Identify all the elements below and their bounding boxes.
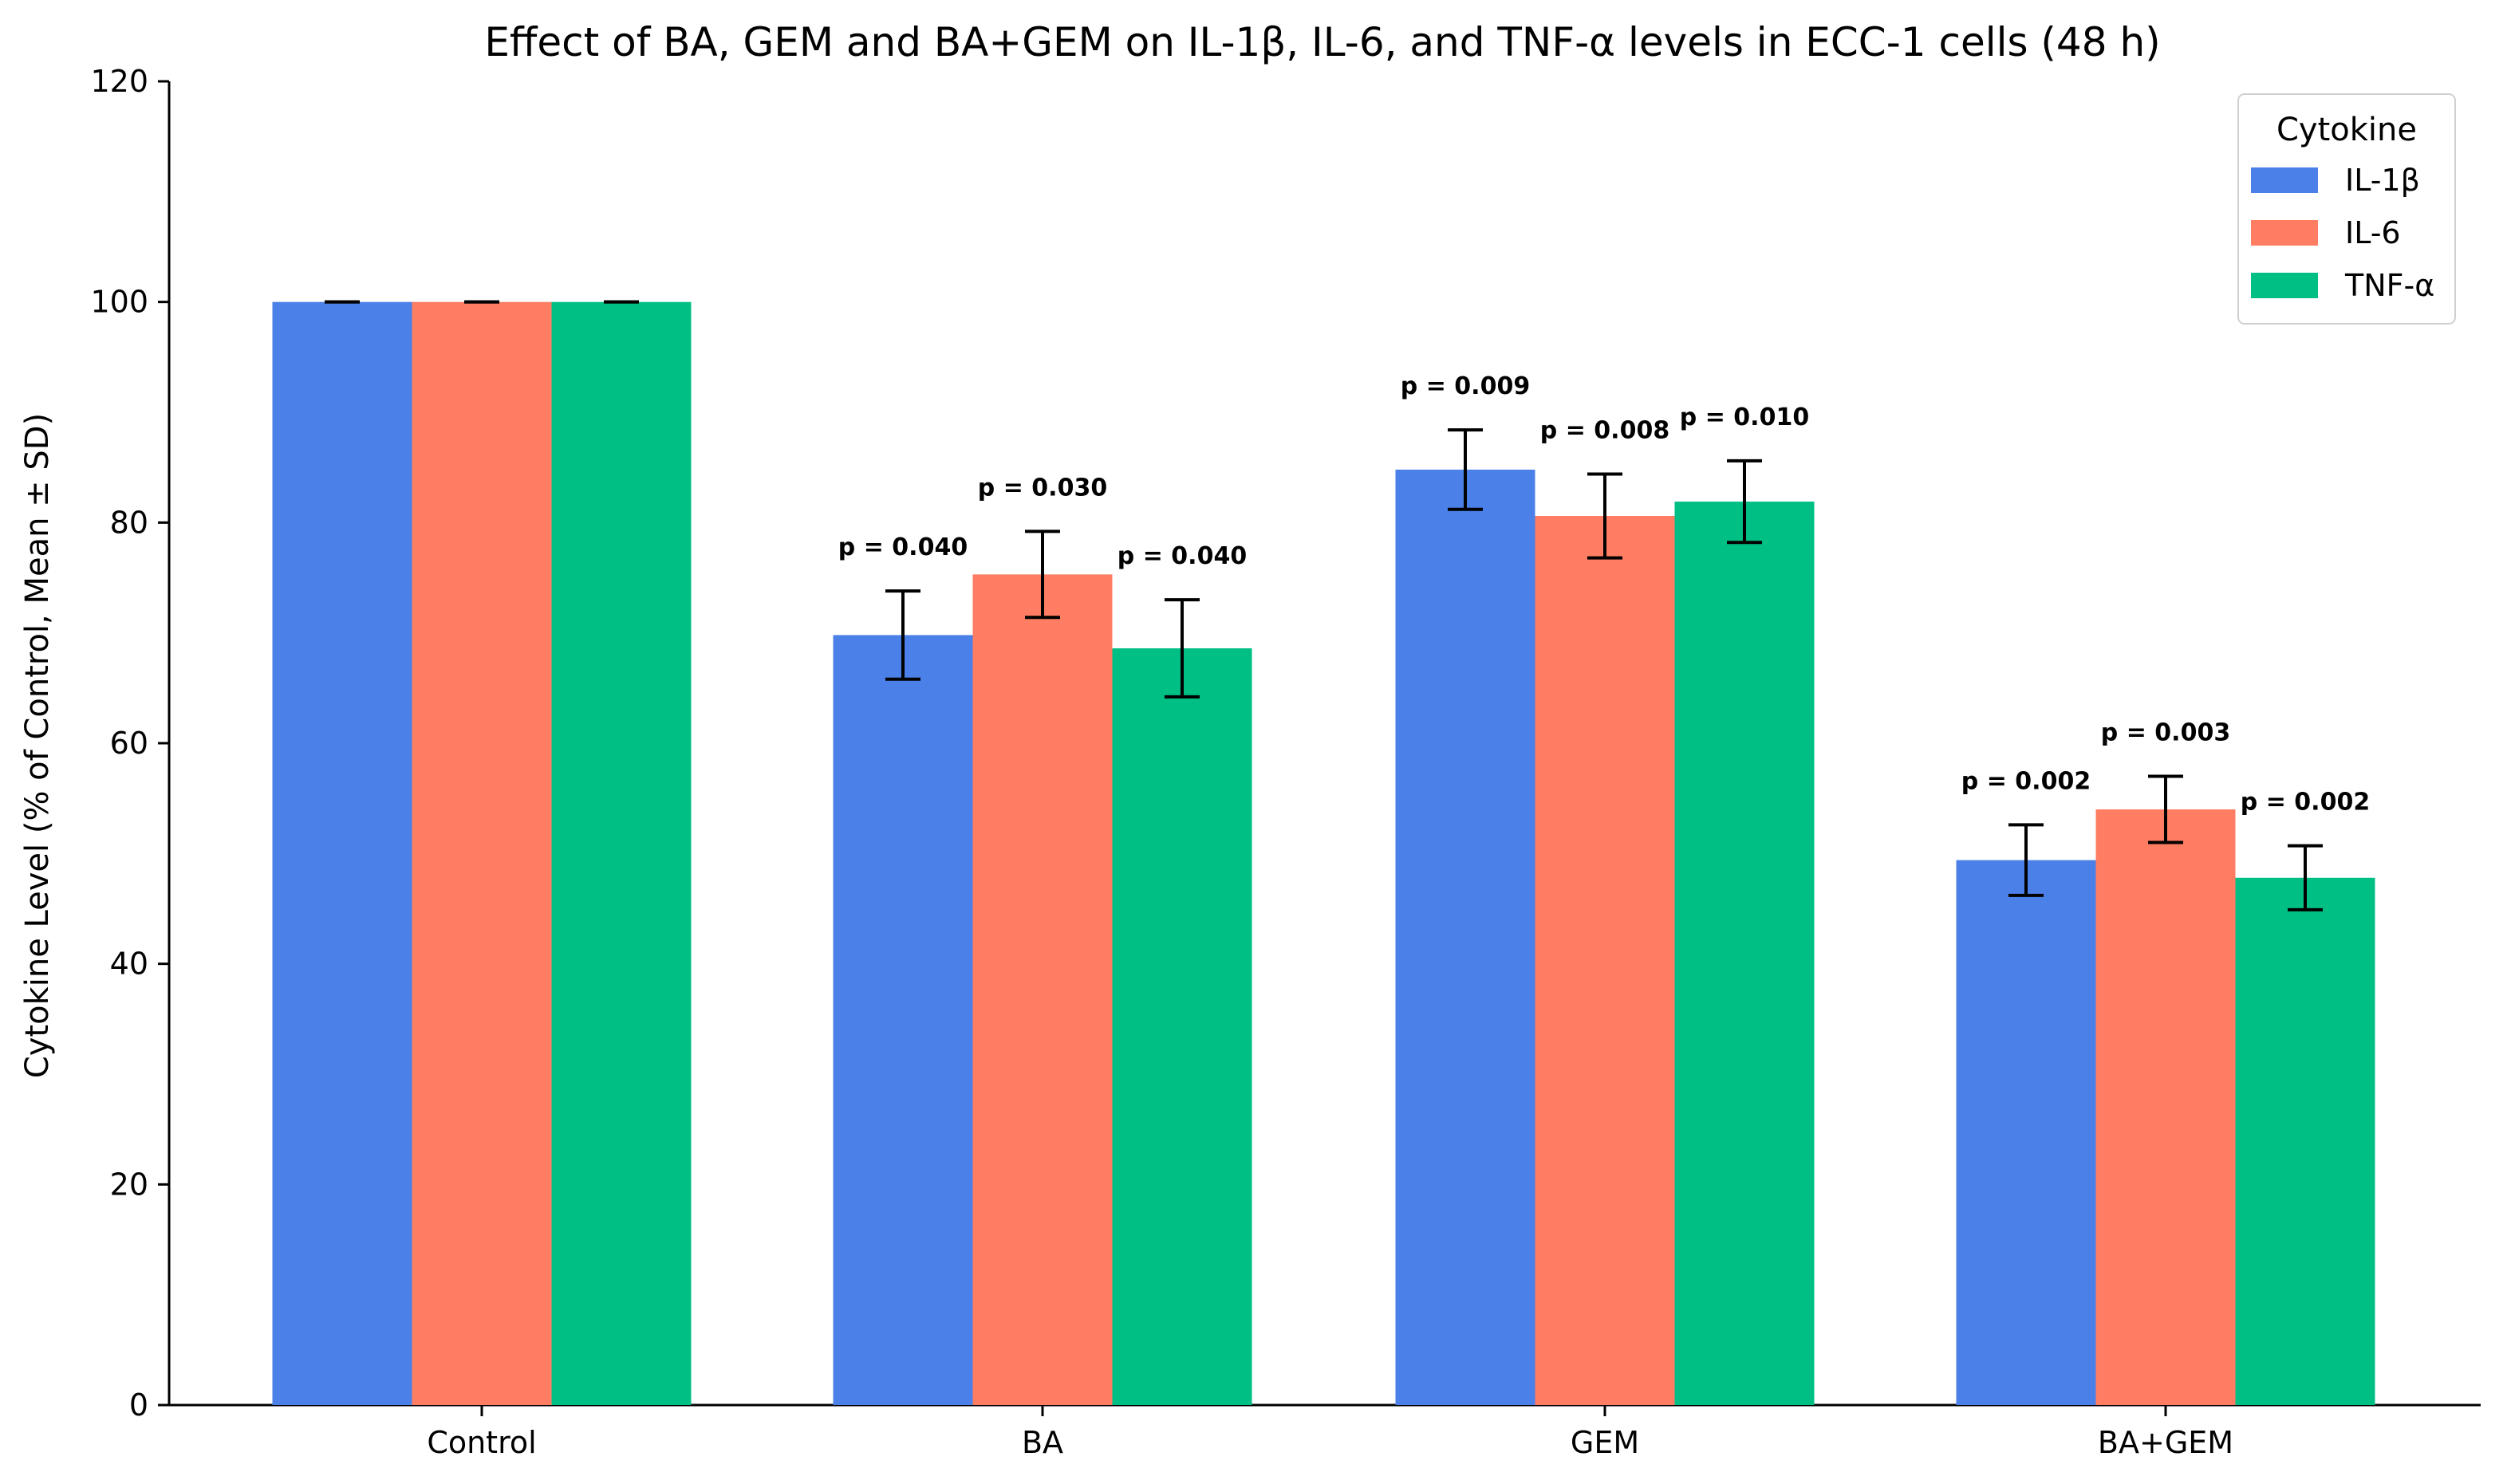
error-bar-group: [325, 300, 2323, 911]
chart-title: Effect of BA, GEM and BA+GEM on IL-1β, I…: [484, 19, 2160, 65]
legend-label: IL-6: [2345, 215, 2401, 250]
bar: [833, 635, 973, 1405]
y-tick-label: 0: [129, 1388, 148, 1423]
bar: [1112, 648, 1252, 1405]
y-tick-label: 80: [110, 505, 148, 540]
p-value-label: p = 0.003: [2101, 719, 2230, 747]
p-value-label: p = 0.010: [1680, 403, 1809, 431]
legend-label: IL-1β: [2345, 163, 2420, 198]
y-tick-label: 100: [90, 285, 148, 320]
legend: Cytokine IL-1β IL-6 TNF-α: [2237, 93, 2456, 325]
x-tick-label: Control: [427, 1425, 536, 1460]
y-tick-label: 60: [110, 726, 148, 761]
legend-swatch: [2251, 273, 2318, 298]
x-axis: Control BA GEM BA+GEM: [169, 1403, 2481, 1460]
y-axis-label: Cytokine Level (% of Control, Mean ± SD): [19, 413, 56, 1078]
p-value-label-group: p = 0.040 p = 0.009 p = 0.002 p = 0.030 p = …: [838, 372, 2370, 817]
p-value-label: p = 0.040: [838, 533, 968, 561]
legend-title: Cytokine: [2276, 112, 2417, 148]
bar: [1674, 502, 1815, 1405]
bar-group: [272, 301, 2375, 1406]
x-tick-label: BA+GEM: [2098, 1425, 2233, 1460]
p-value-label: p = 0.040: [1118, 542, 1247, 570]
bar: [551, 301, 692, 1406]
p-value-label: p = 0.030: [978, 474, 1107, 502]
bar: [1956, 860, 2096, 1405]
p-value-label: p = 0.002: [2241, 789, 2370, 817]
bar: [2095, 809, 2236, 1405]
y-tick-label: 20: [110, 1167, 148, 1202]
y-axis: 0 20 40 60 80 100 120: [90, 64, 171, 1423]
bar: [1395, 469, 1535, 1405]
bar: [1535, 516, 1675, 1405]
legend-frame: [2237, 93, 2456, 325]
bar: [2235, 877, 2375, 1405]
legend-swatch: [2251, 167, 2318, 193]
legend-swatch: [2251, 220, 2318, 246]
bar: [272, 301, 412, 1406]
p-value-label: p = 0.009: [1401, 372, 1530, 400]
legend-items: IL-1β IL-6 TNF-α: [2251, 163, 2434, 303]
x-tick-label: GEM: [1571, 1425, 1639, 1460]
bar: [412, 301, 552, 1406]
y-tick-label: 120: [90, 64, 148, 99]
p-value-label: p = 0.008: [1540, 416, 1669, 444]
legend-label: TNF-α: [2344, 268, 2434, 303]
x-tick-label: BA: [1022, 1425, 1063, 1460]
y-tick-label: 40: [110, 947, 148, 982]
bar: [972, 574, 1113, 1405]
p-value-label: p = 0.002: [1961, 767, 2091, 795]
